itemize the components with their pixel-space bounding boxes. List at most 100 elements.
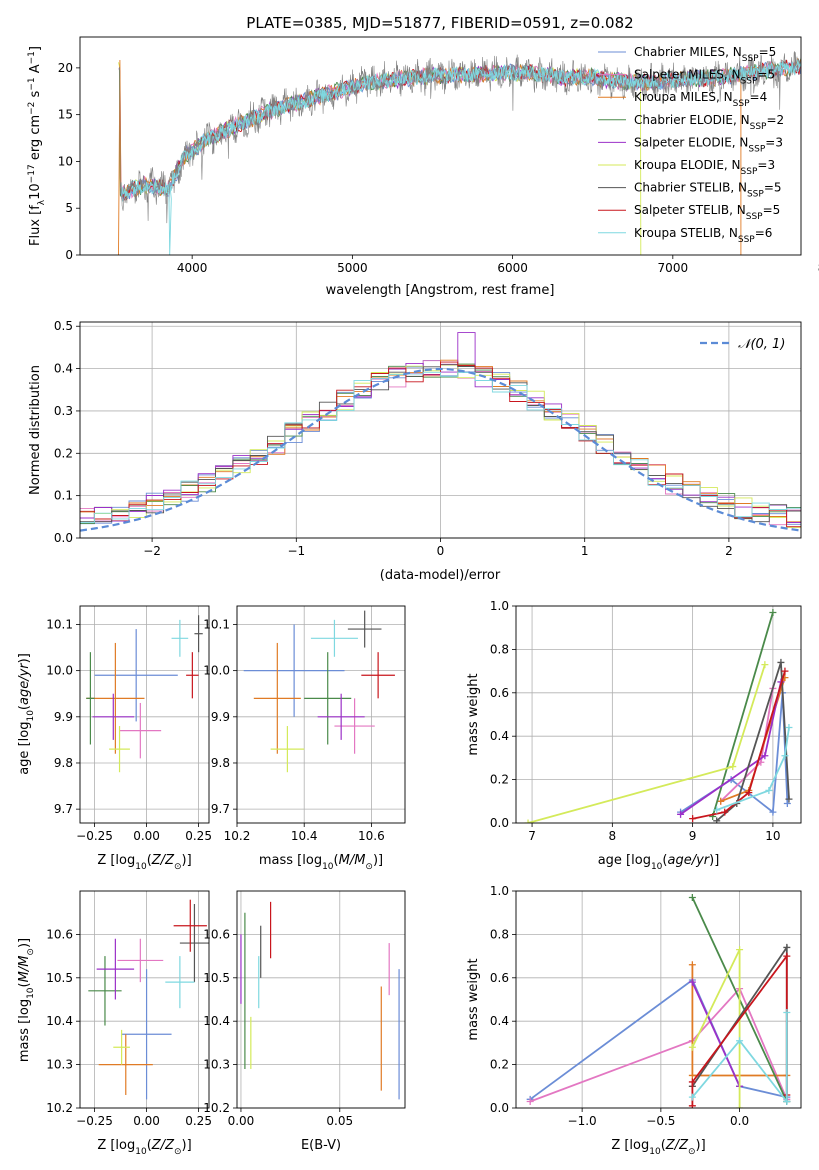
tick-label-y: 10.4 <box>46 1014 73 1028</box>
weight-line <box>716 727 790 811</box>
legend-entry: Salpeter MILES, NSSP=5 <box>634 68 775 87</box>
weight-marker <box>783 799 791 807</box>
panel-age-vs-mass: 10.2 10.4 10.6 9.7 9.8 9.9 10.0 10.1 mass [log10… <box>203 605 406 872</box>
tick-label-x: −0.25 <box>76 1114 113 1128</box>
tick-label-x: −2 <box>143 544 161 558</box>
tick-label-y: 10.1 <box>203 617 230 631</box>
y-axis-label: mass weight <box>466 958 481 1040</box>
weight-line <box>691 1012 788 1105</box>
axes-frame <box>79 36 802 256</box>
y-axis-label: mass weight <box>466 673 481 755</box>
legend-entry: 𝒩(0, 1) <box>738 337 785 352</box>
tick-label-y: 10.6 <box>46 927 73 941</box>
tick-label-y: 10.3 <box>46 1058 73 1072</box>
y-axis-label: Normed distribution <box>28 365 43 495</box>
tick-label-x: 2 <box>725 544 733 558</box>
legend: 𝒩(0, 1) <box>700 337 785 352</box>
tick-label-y: 10.0 <box>203 664 230 678</box>
weight-marker <box>769 808 777 816</box>
panel-residuals: −2 −1 0 1 2 0.0 0.1 0.2 0.3 0.4 0.5 𝒩(0, 1) (data-mo… <box>28 319 802 583</box>
weight-marker <box>736 946 744 954</box>
figure-title: PLATE=0385, MJD=51877, FIBERID=0591, z=0… <box>246 14 633 32</box>
x-axis-label: Z [log10(Z/Z⊙)] <box>97 853 191 872</box>
panel-mass-vs-Z: −0.25 0.00 0.25 10.2 10.3 10.4 10.5 10.6 Z [log1… <box>17 890 212 1157</box>
weight-marker <box>781 667 789 675</box>
axes-frame <box>79 890 210 1109</box>
tick-label-y: 0.0 <box>490 816 509 830</box>
weight-marker <box>688 894 696 902</box>
tick-label-x: 7 <box>528 829 536 843</box>
legend-entry: Chabrier STELIB, NSSP=5 <box>634 181 782 200</box>
tick-label-y: 0.4 <box>490 1014 509 1028</box>
tick-label-x: 0.0 <box>730 1114 749 1128</box>
tick-label-x: 0.00 <box>228 1114 255 1128</box>
legend: Chabrier MILES, NSSP=5 Salpeter MILES, NS… <box>598 45 784 245</box>
weight-marker <box>729 763 737 771</box>
weight-marker <box>677 810 685 818</box>
tick-label-y: 5 <box>65 201 73 215</box>
tick-label-y: 9.7 <box>54 802 73 816</box>
axes-frame <box>236 605 406 824</box>
weight-marker <box>785 724 793 732</box>
x-axis-label: E(B-V) <box>301 1138 341 1153</box>
weight-marker <box>736 1104 744 1108</box>
weight-line <box>711 612 774 817</box>
weight-marker <box>688 1043 696 1051</box>
tick-label-y: 0.0 <box>54 531 73 545</box>
legend-entry: Chabrier ELODIE, NSSP=2 <box>634 113 784 132</box>
tick-label-y: 0.1 <box>54 489 73 503</box>
plot-area <box>80 332 801 532</box>
tick-label-y: 20 <box>58 61 73 75</box>
x-axis-label: mass [log10(M/M⊙)] <box>259 853 383 872</box>
grid <box>80 322 801 539</box>
weight-marker <box>688 1102 696 1108</box>
plot-area <box>524 609 793 823</box>
normal-curve <box>80 367 801 532</box>
weight-marker <box>765 786 773 794</box>
spectrum-model-line <box>121 59 801 255</box>
weight-marker <box>736 1037 744 1045</box>
tick-label-y: 0.2 <box>54 446 73 460</box>
tick-label-y: 0.6 <box>490 686 509 700</box>
panel-mass-vs-ebv: 0.00 0.05 10.2 10.3 10.4 10.5 10.6 E(B-V) <box>203 890 406 1153</box>
weight-marker <box>526 1097 534 1105</box>
weight-marker <box>688 1071 696 1079</box>
tick-label-x: 9 <box>689 829 697 843</box>
panel-weight-vs-age: 7 8 9 10 0.0 0.2 0.4 0.6 0.8 1.0 age [log10(age/yr… <box>466 599 802 872</box>
weight-marker <box>785 795 793 803</box>
tick-label-x: 10.4 <box>291 829 318 843</box>
tick-label-y: 9.9 <box>211 710 230 724</box>
grid <box>516 605 801 824</box>
panel-spectrum: 4000 5000 6000 7000 8000 0 5 10 15 20 Chabrier MIL… <box>27 36 819 298</box>
tick-label-x: 5000 <box>337 261 368 275</box>
tick-label-x: 4000 <box>177 261 208 275</box>
tick-label-x: 8 <box>609 829 617 843</box>
legend-entry: Salpeter ELODIE, NSSP=3 <box>634 135 783 154</box>
legend-entry: Kroupa MILES, NSSP=4 <box>634 90 767 109</box>
legend-entry: Kroupa ELODIE, NSSP=3 <box>634 158 775 177</box>
tick-label-y: 10 <box>58 154 73 168</box>
tick-label-y: 10.2 <box>46 1101 73 1115</box>
tick-label-y: 1.0 <box>490 884 509 898</box>
tick-label-y: 10.4 <box>203 1014 230 1028</box>
tick-label-x: 1 <box>581 544 589 558</box>
tick-label-x: 8000 <box>818 261 819 275</box>
weight-marker <box>761 661 769 669</box>
weight-line <box>691 981 741 1087</box>
weight-marker <box>783 1097 791 1105</box>
tick-label-x: 0.25 <box>185 829 212 843</box>
grid <box>237 891 405 1109</box>
plot-area <box>240 901 400 1100</box>
plot-area <box>88 899 209 1100</box>
axes-frame <box>236 890 406 1109</box>
x-axis-label: (data-model)/error <box>380 568 501 583</box>
weight-marker <box>783 1009 791 1017</box>
tick-label-y: 0 <box>65 248 73 262</box>
y-axis-label: age [log10(age/yr)] <box>17 653 36 775</box>
weight-marker <box>713 817 721 823</box>
axes-frame <box>515 605 802 824</box>
tick-label-y: 9.7 <box>211 802 230 816</box>
grid <box>80 606 209 823</box>
weight-marker <box>783 952 791 960</box>
x-axis-label: Z [log10(Z/Z⊙)] <box>611 1138 705 1157</box>
